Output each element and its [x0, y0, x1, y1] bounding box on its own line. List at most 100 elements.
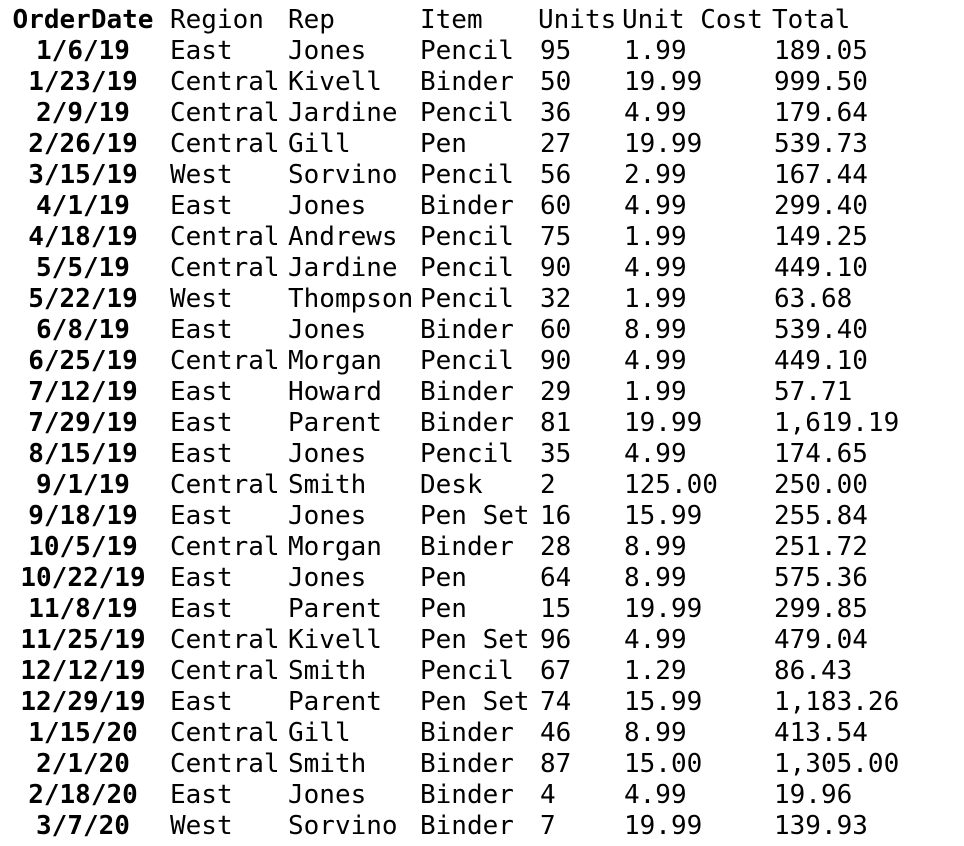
cell-total: 250.00	[774, 470, 868, 500]
header-unit-cost: Unit Cost	[622, 5, 763, 35]
table-row: 10/22/19 East Jones Pen 64 8.99 575.36	[0, 563, 958, 594]
cell-orderdate: 3/15/19	[28, 160, 138, 190]
cell-region: Central	[170, 749, 280, 779]
cell-total: 575.36	[774, 563, 868, 593]
cell-orderdate: 5/5/19	[36, 253, 130, 283]
cell-item: Desk	[420, 470, 483, 500]
cell-orderdate: 7/29/19	[28, 408, 138, 438]
cell-rep: Jardine	[288, 98, 398, 128]
cell-rep: Kivell	[288, 625, 382, 655]
header-orderdate: OrderDate	[12, 5, 154, 35]
cell-rep: Jones	[288, 501, 367, 531]
table-row: 11/25/19 Central Kivell Pen Set 96 4.99 479.04	[0, 625, 958, 656]
cell-total: 19.96	[774, 780, 853, 810]
cell-item: Binder	[420, 191, 514, 221]
cell-item: Pencil	[420, 346, 514, 376]
header-rep: Rep	[288, 5, 335, 35]
cell-orderdate: 5/22/19	[28, 284, 138, 314]
cell-unit-cost: 8.99	[624, 563, 687, 593]
cell-units: 7	[540, 811, 556, 841]
cell-units: 75	[540, 222, 572, 252]
cell-rep: Jones	[288, 563, 367, 593]
cell-rep: Smith	[288, 656, 367, 686]
table-row: 2/18/20 East Jones Binder 4 4.99 19.96	[0, 780, 958, 811]
cell-total: 255.84	[774, 501, 868, 531]
cell-total: 174.65	[774, 439, 868, 469]
cell-unit-cost: 19.99	[624, 67, 703, 97]
cell-rep: Parent	[288, 408, 382, 438]
cell-orderdate: 4/18/19	[28, 222, 138, 252]
cell-item: Pencil	[420, 253, 514, 283]
cell-region: Central	[170, 129, 280, 159]
cell-item: Pen	[420, 563, 467, 593]
cell-unit-cost: 1.99	[624, 284, 687, 314]
cell-total: 1,619.19	[774, 408, 900, 438]
cell-item: Binder	[420, 749, 514, 779]
cell-total: 479.04	[774, 625, 868, 655]
cell-units: 27	[540, 129, 572, 159]
cell-item: Pencil	[420, 222, 514, 252]
cell-orderdate: 7/12/19	[28, 377, 138, 407]
cell-rep: Jones	[288, 439, 367, 469]
cell-unit-cost: 15.99	[624, 687, 703, 717]
cell-total: 167.44	[774, 160, 868, 190]
cell-total: 1,183.26	[774, 687, 900, 717]
cell-item: Binder	[420, 532, 514, 562]
cell-units: 29	[540, 377, 572, 407]
table-row: 6/8/19 East Jones Binder 60 8.99 539.40	[0, 315, 958, 346]
table-row: 6/25/19 Central Morgan Pencil 90 4.99 449.10	[0, 346, 958, 377]
cell-orderdate: 9/18/19	[28, 501, 138, 531]
cell-unit-cost: 1.99	[624, 377, 687, 407]
cell-rep: Thompson	[288, 284, 414, 314]
cell-unit-cost: 4.99	[624, 346, 687, 376]
sales-table: OrderDate Region Rep Item Units Unit Cos…	[0, 5, 958, 842]
header-row: OrderDate Region Rep Item Units Unit Cos…	[0, 5, 958, 36]
cell-rep: Howard	[288, 377, 382, 407]
cell-orderdate: 2/9/19	[36, 98, 130, 128]
header-units: Units	[538, 5, 617, 35]
cell-units: 15	[540, 594, 572, 624]
cell-total: 299.40	[774, 191, 868, 221]
cell-item: Binder	[420, 408, 514, 438]
cell-region: Central	[170, 470, 280, 500]
cell-units: 67	[540, 656, 572, 686]
cell-region: West	[170, 160, 233, 190]
table-row: 10/5/19 Central Morgan Binder 28 8.99 251.72	[0, 532, 958, 563]
cell-item: Binder	[420, 67, 514, 97]
cell-rep: Andrews	[288, 222, 398, 252]
cell-total: 149.25	[774, 222, 868, 252]
cell-total: 449.10	[774, 346, 868, 376]
cell-units: 64	[540, 563, 572, 593]
cell-units: 60	[540, 191, 572, 221]
cell-total: 86.43	[774, 656, 853, 686]
cell-rep: Morgan	[288, 346, 382, 376]
cell-orderdate: 4/1/19	[36, 191, 130, 221]
table-row: 3/7/20 West Sorvino Binder 7 19.99 139.93	[0, 811, 958, 842]
table-row: 12/29/19 East Parent Pen Set 74 15.99 1,183.26	[0, 687, 958, 718]
table-row: 9/1/19 Central Smith Desk 2 125.00 250.00	[0, 470, 958, 501]
cell-item: Pencil	[420, 656, 514, 686]
cell-units: 90	[540, 253, 572, 283]
cell-orderdate: 11/25/19	[20, 625, 146, 655]
cell-orderdate: 2/1/20	[36, 749, 130, 779]
cell-item: Pen Set	[420, 687, 530, 717]
cell-total: 999.50	[774, 67, 868, 97]
cell-unit-cost: 19.99	[624, 129, 703, 159]
cell-item: Binder	[420, 377, 514, 407]
cell-orderdate: 12/29/19	[20, 687, 146, 717]
cell-orderdate: 10/5/19	[28, 532, 138, 562]
cell-unit-cost: 2.99	[624, 160, 687, 190]
cell-rep: Morgan	[288, 532, 382, 562]
cell-units: 32	[540, 284, 572, 314]
cell-region: East	[170, 687, 233, 717]
table-row: 2/26/19 Central Gill Pen 27 19.99 539.73	[0, 129, 958, 160]
cell-unit-cost: 1.99	[624, 222, 687, 252]
cell-units: 96	[540, 625, 572, 655]
table-row: 4/1/19 East Jones Binder 60 4.99 299.40	[0, 191, 958, 222]
cell-region: Central	[170, 625, 280, 655]
cell-rep: Sorvino	[288, 811, 398, 841]
cell-region: East	[170, 780, 233, 810]
cell-region: Central	[170, 346, 280, 376]
cell-unit-cost: 8.99	[624, 532, 687, 562]
cell-rep: Jones	[288, 315, 367, 345]
